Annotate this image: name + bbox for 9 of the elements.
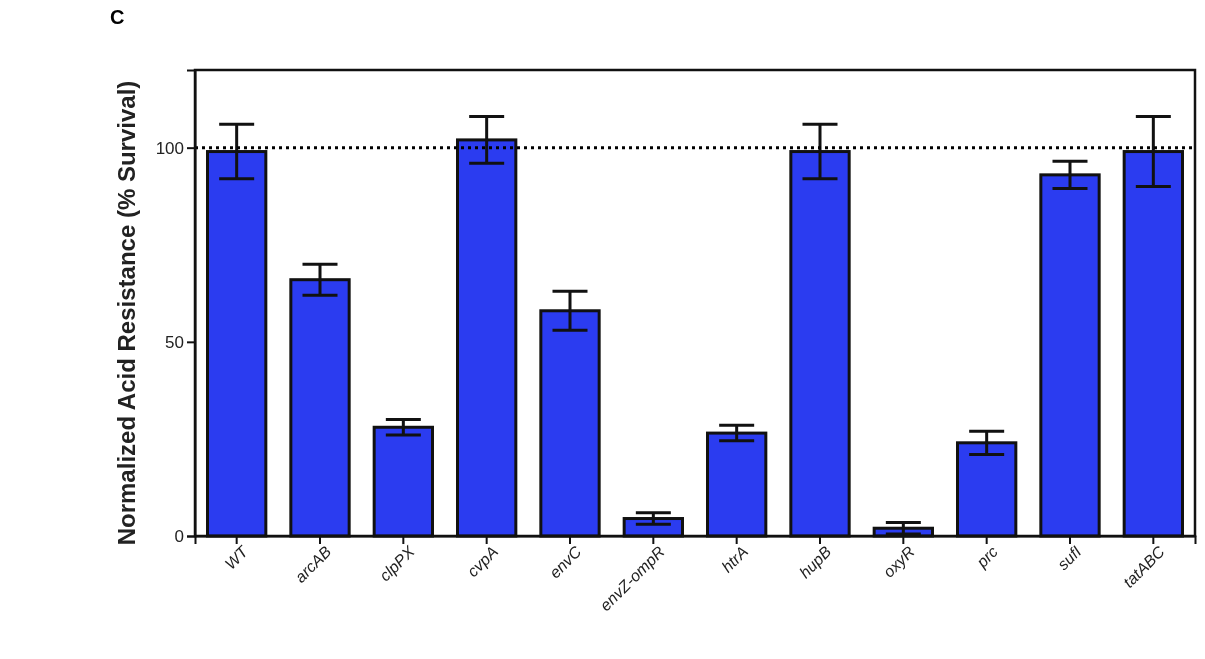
- x-tick-label: htrA: [718, 542, 752, 576]
- text: C: [110, 6, 125, 28]
- y-tick-label: 100: [155, 138, 184, 158]
- y-axis-title: Normalized Acid Resistance (% Survival): [113, 80, 140, 546]
- x-tick-label: WT: [221, 542, 252, 573]
- x-tick-label: sufI: [1054, 542, 1085, 574]
- x-tick-label: prc: [972, 542, 1002, 572]
- y-tick-label: 0: [174, 526, 184, 546]
- y-tick-label: 50: [165, 332, 184, 352]
